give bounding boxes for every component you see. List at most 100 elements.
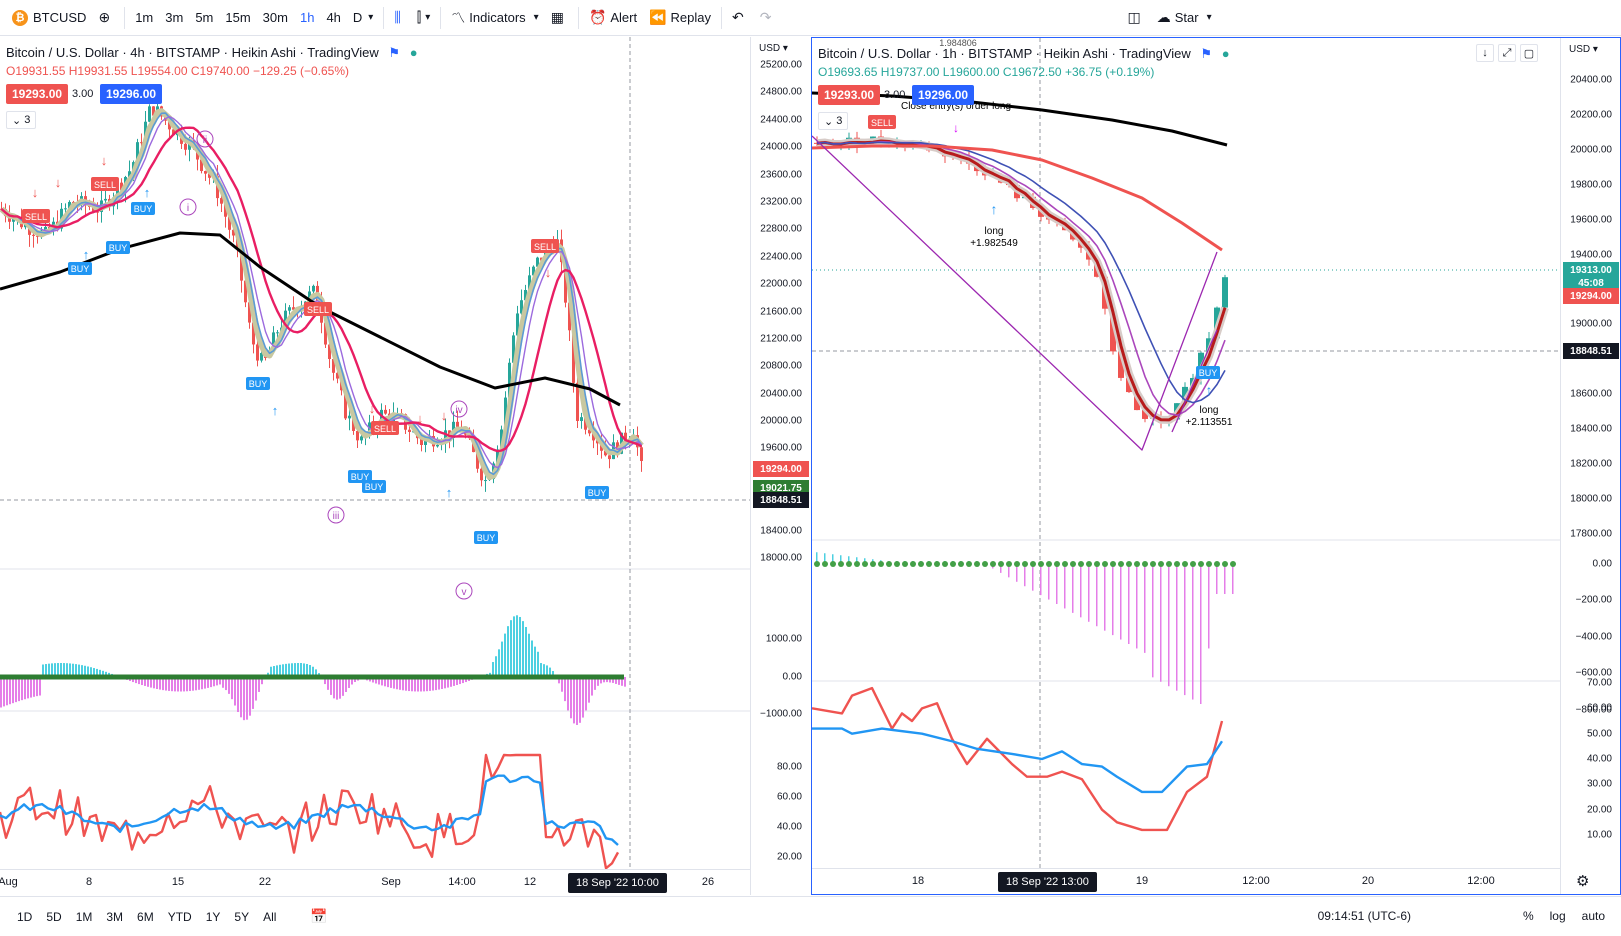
macd-signal-dot: [1150, 561, 1156, 567]
chevron-down-icon: ▾: [368, 12, 374, 23]
percent-toggle[interactable]: %: [1522, 909, 1534, 923]
flag-icon[interactable]: ⚑: [1200, 46, 1213, 61]
range-1d[interactable]: 1D: [17, 909, 33, 924]
macd-bar: [1208, 564, 1210, 649]
candle-body: [248, 302, 251, 323]
sell-price-button[interactable]: 19293.00: [6, 84, 69, 104]
price-tick: 24400.00: [760, 114, 802, 126]
quantity-field[interactable]: 3.00: [884, 89, 906, 101]
buy-signal-tag: [106, 241, 130, 254]
sell-arrow-icon: ↓: [32, 185, 39, 200]
interval-30m[interactable]: 30m: [257, 4, 294, 32]
macd-bar: [1232, 564, 1234, 594]
macd-bar: [462, 677, 464, 684]
range-5d[interactable]: 5D: [46, 909, 62, 924]
goto-date-icon[interactable]: 📅: [310, 908, 328, 924]
interval-d[interactable]: D ▾: [347, 4, 379, 32]
move-down-icon[interactable]: ↓: [1476, 44, 1494, 62]
buy-arrow-icon: ↑: [144, 185, 151, 200]
macd-bar: [621, 677, 623, 686]
macd-signal-dot: [1174, 561, 1180, 567]
macd-bar: [18, 677, 20, 702]
interval-15m[interactable]: 15m: [219, 4, 256, 32]
price-tick: −400.00: [1575, 631, 1612, 643]
star-button[interactable]: ☁ Star ▾: [1151, 4, 1218, 32]
chart-canvas-right[interactable]: SELLBUY↑long+1.982549↑long+2.1135511.984…: [812, 38, 1560, 894]
macd-signal-dot: [934, 561, 940, 567]
time-axis-right[interactable]: 18 19 12:00 20 12:00 18 Sep '22 13:00: [812, 868, 1560, 894]
range-5y[interactable]: 5Y: [234, 909, 250, 924]
layouts-button[interactable]: ▦: [545, 4, 574, 32]
macd-bar: [279, 664, 281, 678]
range-ytd[interactable]: YTD: [167, 909, 192, 924]
alert-button[interactable]: ⏰ Alert: [583, 4, 643, 32]
macd-bar: [300, 663, 302, 678]
buy-signal-tag: [474, 531, 498, 544]
macd-bar: [294, 663, 296, 678]
interval-1m[interactable]: 1m: [129, 4, 159, 32]
layout-split-button[interactable]: ◫: [1121, 4, 1150, 32]
macd-signal-dot: [1198, 561, 1204, 567]
symbol-label: BTCUSD: [33, 10, 87, 25]
log-toggle[interactable]: log: [1549, 909, 1566, 923]
buy-price-button[interactable]: 19296.00: [912, 85, 975, 105]
range-all[interactable]: All: [263, 909, 277, 924]
macd-signal-dot: [862, 561, 868, 567]
interval-5m[interactable]: 5m: [189, 4, 219, 32]
indicators-collapse-button[interactable]: ⌄ 3: [6, 111, 37, 129]
flag-icon[interactable]: ⚑: [388, 45, 401, 60]
macd-signal-dot: [1118, 561, 1124, 567]
buy-price-button[interactable]: 19296.00: [100, 84, 163, 104]
restore-icon[interactable]: ▢: [1520, 44, 1538, 62]
price-axis-left[interactable]: USD ▾ 25200.00 24800.00 24400.00 24000.00 23…: [750, 37, 810, 895]
macd-bar: [216, 677, 218, 686]
redo-button[interactable]: ↷: [754, 4, 782, 32]
price-tick: 0.00: [1592, 558, 1612, 570]
range-1y[interactable]: 1Y: [205, 909, 221, 924]
time-axis-left[interactable]: Aug 8 15 22 Sep 14:00 12 26 18 Sep '22 10:00: [0, 869, 750, 895]
range-1m[interactable]: 1M: [75, 909, 93, 924]
candle-body: [12, 218, 15, 222]
candle-body: [252, 322, 255, 345]
maximize-icon[interactable]: ⤢: [1498, 44, 1516, 62]
sell-price-button[interactable]: 19293.00: [818, 85, 881, 105]
macd-signal-dot: [1062, 561, 1068, 567]
interval-4h[interactable]: 4h: [320, 4, 346, 32]
currency-unit[interactable]: USD ▾: [1569, 44, 1598, 55]
price-axis-right[interactable]: USD ▾ 20400.00 20200.00 20000.00 19800.00 19…: [1560, 38, 1620, 894]
currency-unit[interactable]: USD ▾: [759, 43, 788, 54]
settings-gear-icon[interactable]: ⚙: [1576, 873, 1590, 890]
interval-3m[interactable]: 3m: [159, 4, 189, 32]
chart-canvas-left[interactable]: SELLSELLSELLSELLSELLBUYBUYBUYBUYBUYBUYBU…: [0, 37, 750, 895]
candle-body: [1142, 410, 1148, 419]
range-3m[interactable]: 3M: [106, 909, 124, 924]
auto-toggle[interactable]: auto: [1581, 909, 1605, 923]
price-tick: 17800.00: [1570, 528, 1612, 540]
macd-bar: [1120, 564, 1122, 640]
replay-button[interactable]: ⏪ Replay: [643, 4, 717, 32]
range-6m[interactable]: 6M: [137, 909, 154, 924]
candle-body: [420, 438, 423, 445]
compare-add-button[interactable]: ⊕: [92, 4, 120, 32]
macd-bar: [591, 677, 593, 696]
undo-button[interactable]: ↶: [726, 4, 754, 32]
clock[interactable]: 09:14:51 (UTC-6): [1317, 909, 1411, 923]
macd-bar: [417, 677, 419, 692]
interval-1h[interactable]: 1h: [294, 4, 320, 32]
candle-body: [120, 182, 123, 191]
time-tick: Sep: [381, 876, 401, 888]
price-tick: 18000.00: [1570, 493, 1612, 505]
macd-bar: [393, 677, 395, 689]
price-tick: 24800.00: [760, 86, 802, 98]
indicators-button[interactable]: 〽 Indicators ▾: [445, 4, 544, 32]
chart-pane-right[interactable]: SELL BUY ↑ long +1.982549 ↑ long +2.113551 1.984…: [811, 37, 1621, 895]
chart-pane-left[interactable]: SELL SELL SELL SELL SELL BUY BUY BUY BUY BUY BUY BU…: [0, 37, 810, 895]
macd-bar: [402, 677, 404, 691]
quantity-field[interactable]: 3.00: [72, 88, 94, 100]
candle-body: [184, 143, 187, 150]
symbol-search[interactable]: ₿ BTCUSD: [6, 4, 92, 32]
price-tick: 20400.00: [760, 388, 802, 400]
chart-type-button[interactable]: ⫿ ▾: [411, 4, 437, 32]
bar-style-button[interactable]: ⫼: [388, 4, 410, 32]
indicators-collapse-button[interactable]: ⌄ 3: [818, 112, 849, 130]
